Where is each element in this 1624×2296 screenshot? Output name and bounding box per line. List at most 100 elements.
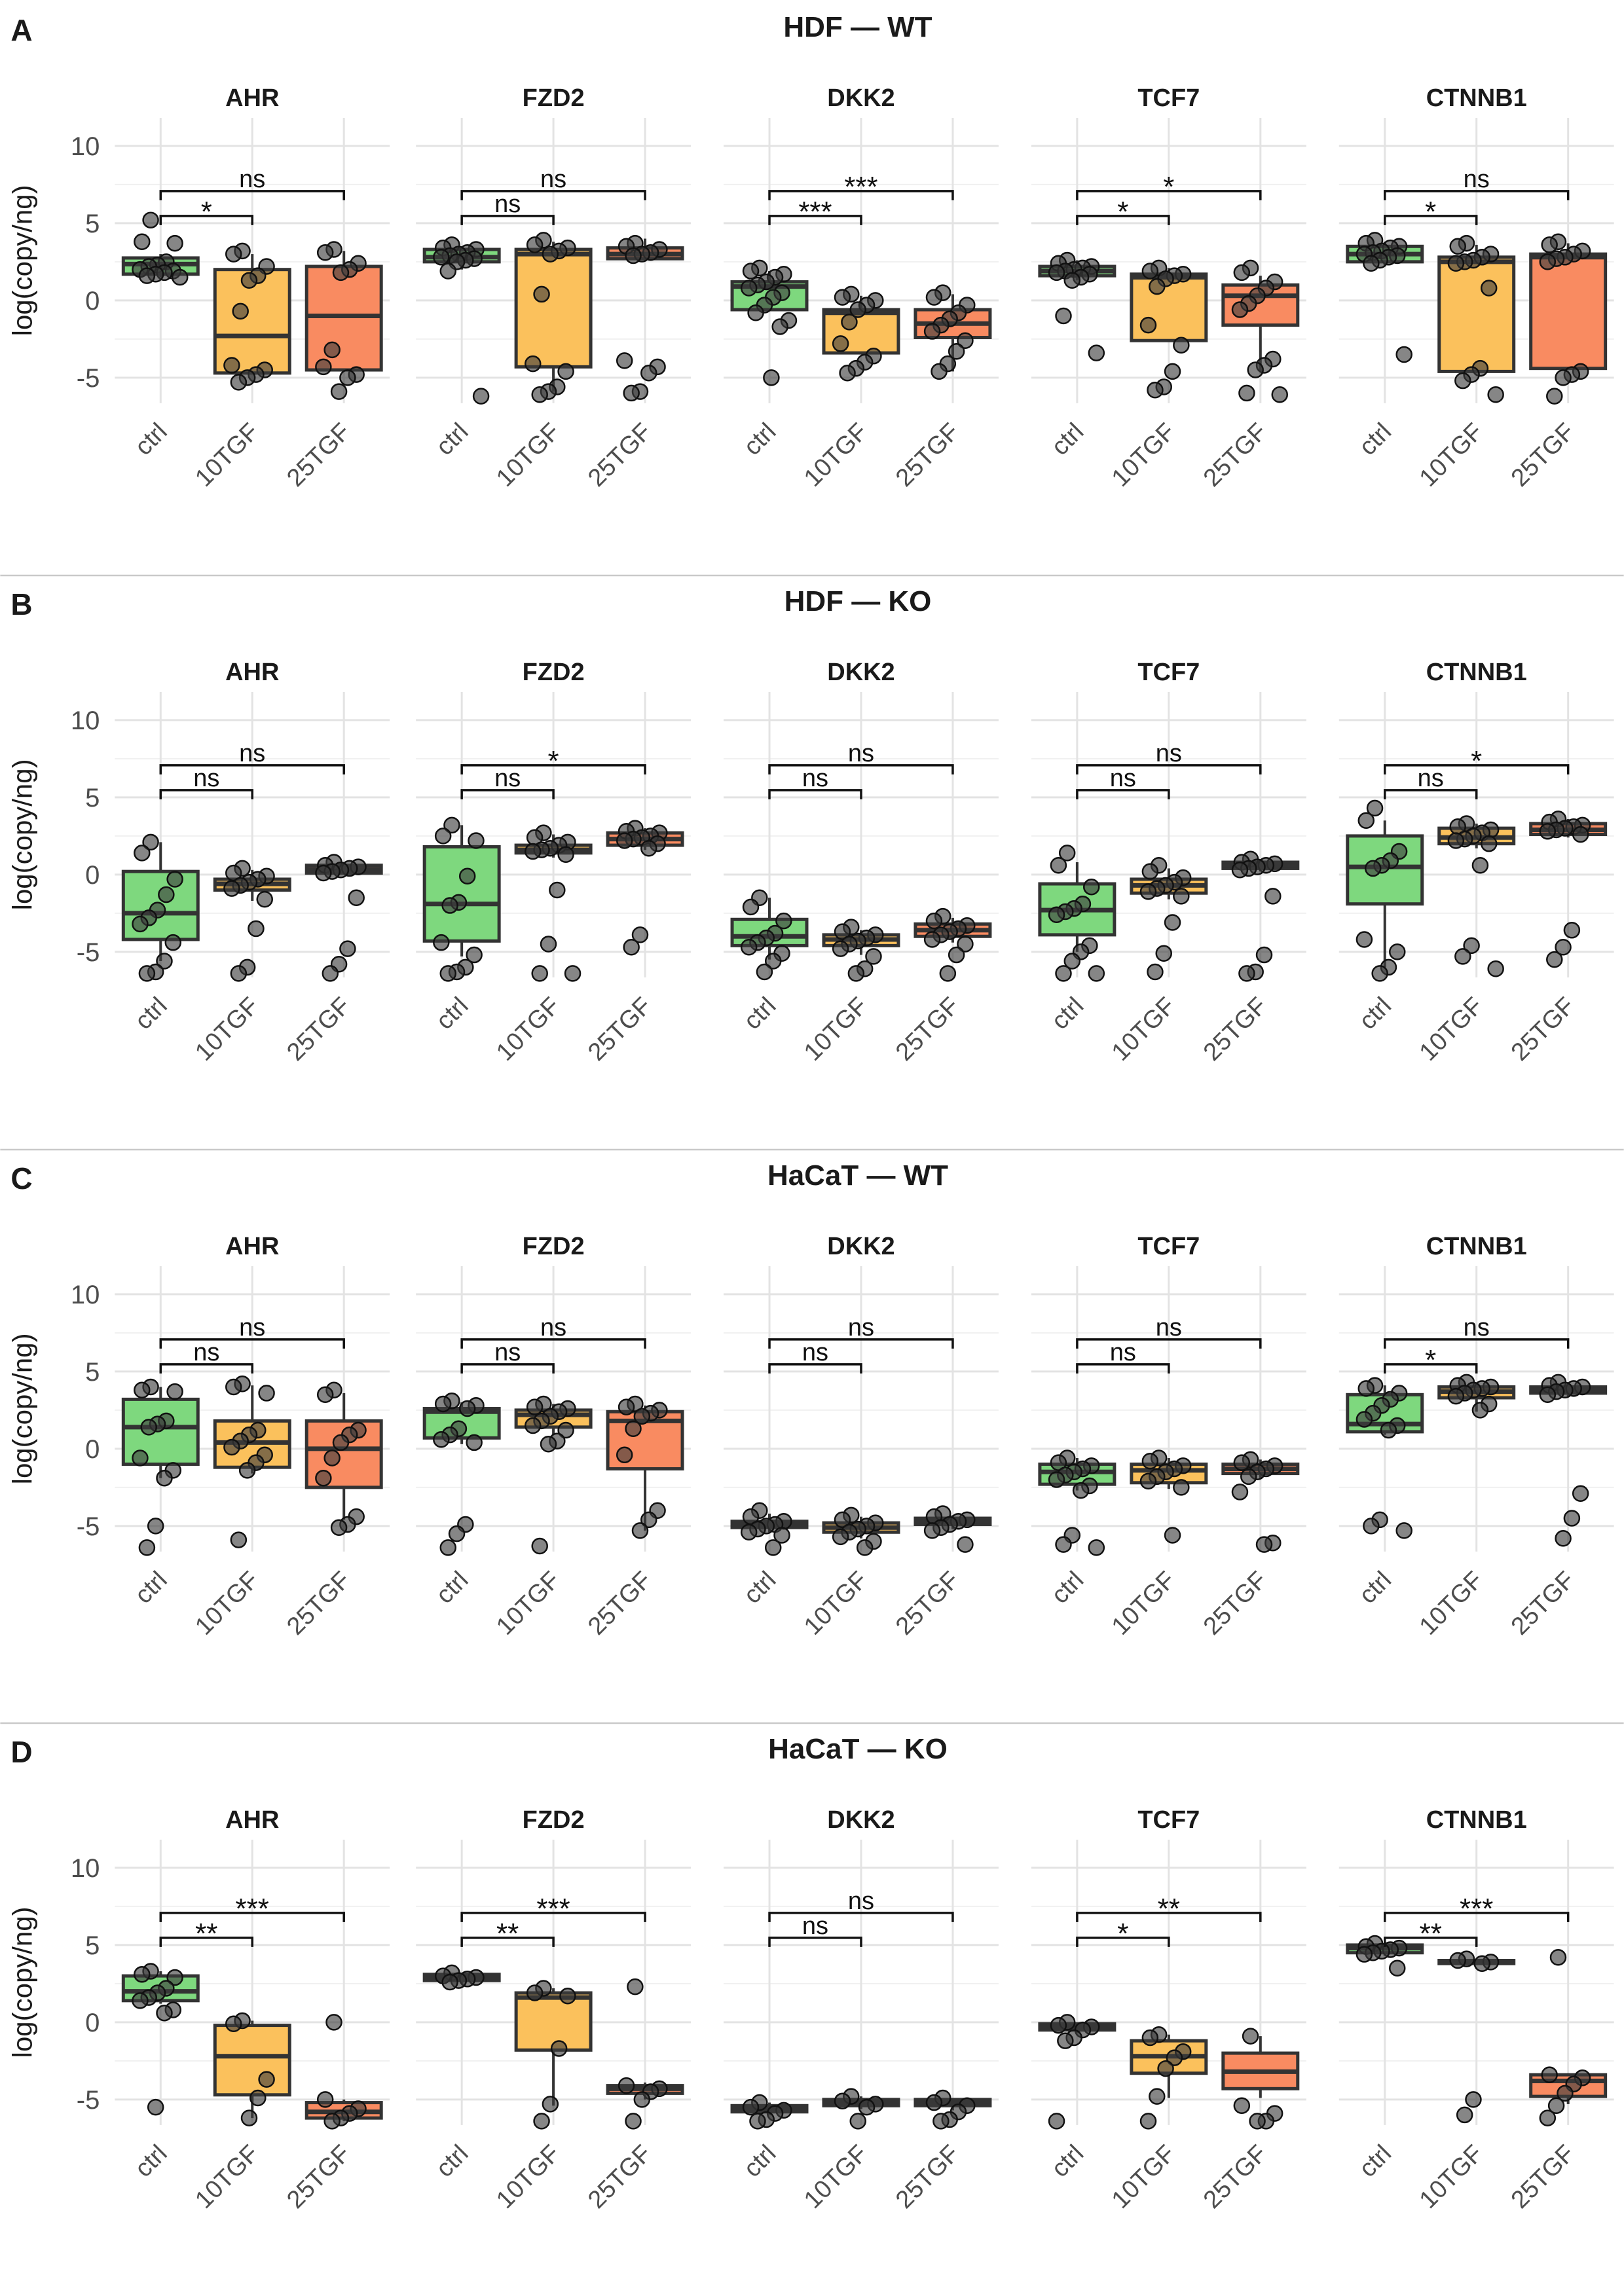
sig-label: * [548, 745, 559, 777]
sig-bracket [460, 1362, 555, 1374]
sig-label: ns [802, 1912, 828, 1940]
data-point [1572, 826, 1589, 843]
group-10TGF [1130, 259, 1208, 399]
sig-bracket [1076, 1912, 1262, 1923]
sig-bracket [768, 1912, 954, 1923]
data-point [441, 1974, 458, 1991]
data-point [256, 890, 273, 908]
data-point [1139, 1472, 1157, 1489]
data-point [339, 940, 356, 957]
sig-label: ns [540, 166, 566, 193]
x-tick-label: ctrl [739, 992, 781, 1034]
sig-bracket [1384, 788, 1478, 799]
data-point [531, 386, 548, 403]
data-point [1371, 964, 1388, 982]
data-point [616, 1446, 633, 1463]
data-point [225, 2015, 242, 2033]
x-tick-label: 10TGF [190, 2140, 264, 2214]
group-25TGF [1221, 850, 1300, 982]
group-10TGF [213, 242, 291, 391]
data-point [832, 940, 849, 957]
box-10TGF [514, 247, 593, 369]
data-point [443, 816, 460, 833]
facet-TCF7: TCF7 * * ctrl 10TGF 25TGF [1031, 84, 1306, 492]
data-point [747, 304, 764, 321]
y-tick-label: -5 [77, 938, 100, 967]
data-point [618, 1398, 635, 1415]
data-point [834, 2092, 851, 2110]
panel-letter: C [10, 1161, 32, 1195]
data-point [325, 2014, 342, 2031]
data-point [230, 374, 248, 391]
data-point [1072, 1482, 1090, 1499]
data-point [147, 1517, 164, 1535]
sig-bracket [768, 215, 862, 225]
data-point [240, 2109, 258, 2127]
group-25TGF [1221, 2028, 1300, 2130]
x-tick-label: 10TGF [1107, 1566, 1181, 1640]
data-point [925, 2094, 943, 2111]
sig-label: * [1163, 171, 1174, 203]
data-point [1149, 2088, 1166, 2105]
sig-label: ns [1110, 1338, 1136, 1366]
data-point [531, 1537, 548, 1554]
x-tick-label: 25TGF [891, 418, 965, 492]
group-10TGF [822, 1506, 900, 1556]
data-point [525, 843, 542, 860]
data-point [332, 264, 350, 282]
sig-label: ns [494, 1338, 521, 1366]
data-point [1546, 951, 1563, 968]
group-ctrl [1038, 1449, 1116, 1556]
data-point [1449, 1952, 1466, 1969]
y-tick-label: 5 [85, 210, 100, 238]
data-point [557, 363, 574, 380]
data-point [223, 880, 240, 897]
x-tick-label: 10TGF [1414, 418, 1488, 492]
data-point [834, 1511, 851, 1528]
data-point [1447, 255, 1465, 272]
group-25TGF [304, 241, 383, 400]
data-point [1139, 316, 1157, 334]
x-tick-label: ctrl [130, 992, 172, 1034]
sig-bracket [1076, 1362, 1170, 1374]
data-point [439, 263, 457, 280]
data-point [1139, 2113, 1157, 2130]
facet-title: AHR [225, 84, 279, 112]
group-25TGF [1221, 1451, 1300, 1553]
data-point [132, 1992, 149, 2009]
data-point [640, 1511, 657, 1528]
data-point [957, 332, 974, 349]
panel-D: D HaCaT — KOlog(copy/ng)1050-5AHR*****ctr… [0, 1722, 1624, 2214]
x-tick-label: ctrl [739, 418, 781, 460]
sig-bracket [1384, 1912, 1570, 1923]
facet-title: FZD2 [523, 659, 585, 686]
group-ctrl [1038, 251, 1116, 361]
data-point [1063, 952, 1081, 970]
sig-bracket [1384, 1937, 1478, 1948]
data-point [957, 936, 974, 953]
data-point [616, 352, 633, 369]
sig-label: ns [494, 765, 521, 792]
data-point [1231, 301, 1249, 318]
data-point [834, 289, 851, 306]
data-point [164, 934, 182, 951]
panel-C: C HaCaT — WTlog(copy/ng)1050-5AHRnsnsctrl… [0, 1148, 1624, 1640]
data-point [132, 915, 149, 932]
group-25TGF [1529, 810, 1608, 968]
data-point [1449, 238, 1466, 255]
y-tick-label: 5 [85, 784, 100, 812]
data-point [623, 938, 640, 956]
data-point [531, 964, 548, 982]
panel-A: A HDF — WT log(copy/ng) 10 5 0 -5 AHR * ns ctrl 10T… [7, 11, 1614, 492]
x-tick-label: 25TGF [1198, 1566, 1272, 1640]
x-tick-label: 25TGF [282, 2140, 356, 2214]
group-10TGF [1437, 815, 1516, 977]
x-tick-label: 25TGF [891, 992, 965, 1066]
data-point [1380, 1421, 1397, 1438]
data-point [740, 938, 758, 956]
group-25TGF [913, 284, 992, 380]
